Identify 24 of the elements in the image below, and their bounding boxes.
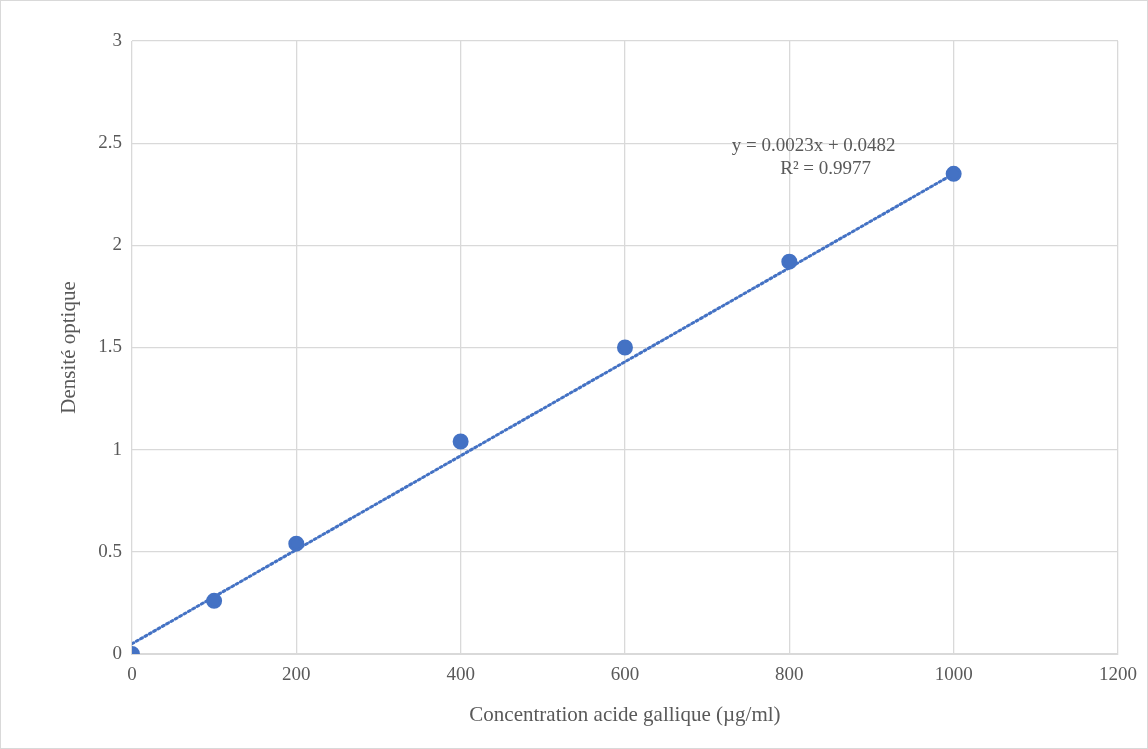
point: [945, 165, 962, 182]
point: [616, 339, 633, 356]
y-axis-title: Densité optique: [56, 281, 81, 414]
point: [206, 592, 223, 609]
y-tick-label: 0: [112, 641, 122, 663]
annotation: R² = 0.9977: [780, 156, 872, 178]
point: [781, 253, 798, 270]
y-tick-label: 0.5: [98, 539, 122, 561]
x-tick-label: 400: [446, 663, 475, 685]
y-tick-label: 1: [112, 437, 122, 459]
y-tick-label: 2: [112, 233, 122, 255]
x-axis-title: Concentration acide gallique (µg/ml): [469, 701, 781, 726]
x-tick-label: 0: [127, 663, 137, 685]
y-tick-label: 2.5: [98, 131, 122, 153]
y-tick-label: 3: [112, 28, 122, 50]
x-tick-label: 600: [610, 663, 640, 685]
point: [288, 535, 305, 552]
annotation: y = 0.0023x + 0.0482: [731, 133, 896, 155]
x-tick-label: 800: [775, 663, 804, 685]
x-tick-label: 1200: [1099, 663, 1137, 685]
x-tick-label: 200: [282, 663, 311, 685]
point: [452, 433, 469, 450]
y-tick-label: 1.5: [98, 335, 122, 357]
x-tick-label: 1000: [934, 663, 973, 685]
